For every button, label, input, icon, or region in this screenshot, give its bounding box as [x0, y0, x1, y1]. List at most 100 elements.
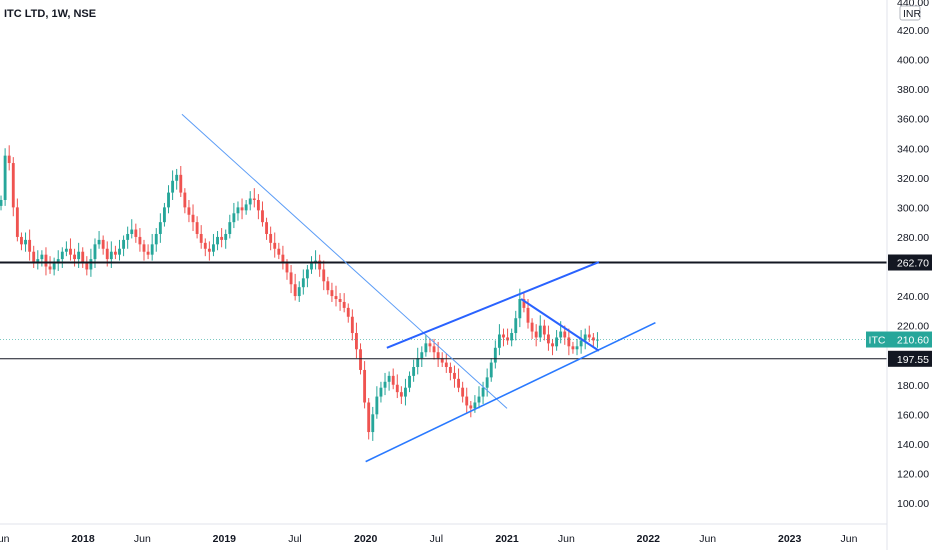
time-tick-label: 2021	[495, 533, 519, 545]
candle-body	[453, 372, 456, 379]
time-tick-label: 2022	[637, 533, 661, 545]
level-price-label: 197.55	[897, 354, 929, 366]
candle-body	[195, 222, 199, 234]
candle-body	[559, 331, 563, 338]
time-tick-label: Jun	[134, 533, 151, 545]
candle-body	[69, 248, 72, 255]
candle-body	[224, 233, 228, 240]
candle-body	[301, 278, 305, 288]
candle-body	[371, 414, 375, 433]
candle-body	[510, 333, 514, 341]
trendline-long-downtrend[interactable]	[181, 113, 508, 409]
price-axis[interactable]: 100.00120.00140.00160.00180.00200.00220.…	[866, 0, 932, 510]
candle-body	[526, 307, 530, 323]
level-price-label-bg	[888, 350, 932, 367]
candle-body	[158, 222, 162, 234]
candle-body	[105, 248, 109, 260]
candle-body	[85, 263, 89, 270]
candle-body	[60, 251, 64, 260]
candle-body	[485, 377, 489, 388]
candle-body	[236, 207, 240, 214]
candle-body	[322, 269, 326, 282]
candle-body	[408, 375, 411, 388]
candle-body	[567, 337, 571, 347]
candle-body	[252, 198, 256, 200]
candle-body	[220, 236, 224, 240]
candle-body	[514, 318, 518, 334]
candle-body	[36, 259, 40, 264]
candle-body	[404, 387, 407, 397]
candle-body	[138, 236, 142, 245]
candle-body	[551, 343, 554, 347]
candle-body	[330, 290, 334, 297]
candle-body	[273, 242, 277, 249]
candle-body	[563, 331, 567, 338]
price-tick-label: 140.00	[897, 439, 929, 451]
candle-body	[391, 375, 395, 385]
candle-body	[420, 352, 424, 359]
trendline-short-downtrend[interactable]	[520, 298, 600, 352]
candle-body	[24, 239, 27, 245]
candle-body	[363, 369, 367, 403]
candle-body	[305, 269, 309, 279]
candle-body	[542, 325, 546, 335]
candle-body	[142, 244, 146, 252]
candle-body	[216, 236, 219, 245]
candle-body	[355, 333, 358, 350]
time-tick-label: 2019	[213, 533, 237, 545]
price-tick-label: 240.00	[897, 291, 929, 303]
candle-body	[52, 263, 56, 270]
candle-body	[359, 349, 362, 370]
drawing-layer[interactable]	[0, 113, 887, 463]
trendline-channel-upper[interactable]	[386, 261, 600, 349]
chart-title: ITC LTD, 1W, NSE	[4, 8, 96, 20]
candle-body	[440, 358, 444, 363]
time-tick-label: Jun	[558, 533, 575, 545]
candle-body	[555, 337, 559, 347]
level-price-label-bg	[888, 254, 932, 271]
currency-unit-box[interactable]	[899, 5, 921, 21]
price-tick-label: 420.00	[897, 25, 929, 37]
candle-body	[575, 346, 579, 350]
time-tick-label: Jun	[0, 533, 10, 545]
candle-body	[81, 251, 85, 264]
candle-body	[350, 316, 354, 334]
candle-body	[7, 155, 11, 164]
candle-body	[448, 367, 452, 373]
candle-body	[232, 213, 236, 223]
price-tick-label: 100.00	[897, 498, 929, 510]
candle-body	[203, 242, 207, 249]
time-tick-label: Jul	[430, 533, 443, 545]
candle-body	[530, 322, 534, 332]
time-axis[interactable]: Jun 2018 Jun 2019 Jul 2020 Jul 2021 Jun 2022 Jun 20…	[0, 533, 858, 545]
candle-body	[461, 387, 465, 397]
time-tick-label: Jul	[288, 533, 301, 545]
candle-body	[497, 334, 501, 348]
candle-body	[93, 244, 97, 260]
candle-body	[518, 299, 522, 319]
candle-body	[428, 343, 432, 347]
price-tick-label: 120.00	[897, 468, 929, 480]
candle-body	[40, 254, 44, 260]
candle-body	[583, 334, 587, 341]
candle-body	[579, 340, 583, 347]
candlestick-series	[0, 145, 599, 441]
price-tick-label: 340.00	[897, 143, 929, 155]
time-tick-label: 2020	[354, 533, 378, 545]
candle-body	[346, 307, 350, 317]
candle-body	[342, 301, 346, 308]
candle-body	[399, 392, 403, 397]
candle-body	[502, 334, 505, 338]
candle-body	[64, 248, 68, 252]
candle-body	[383, 381, 387, 388]
candle-body	[338, 299, 342, 302]
candle-body	[481, 387, 485, 397]
candle-body	[473, 402, 477, 409]
candle-body	[477, 396, 481, 403]
price-tick-label: 400.00	[897, 55, 929, 67]
trendline-channel-lower[interactable]	[365, 321, 656, 463]
candle-body	[465, 396, 469, 406]
candle-body	[289, 272, 293, 285]
candle-body	[265, 222, 268, 234]
